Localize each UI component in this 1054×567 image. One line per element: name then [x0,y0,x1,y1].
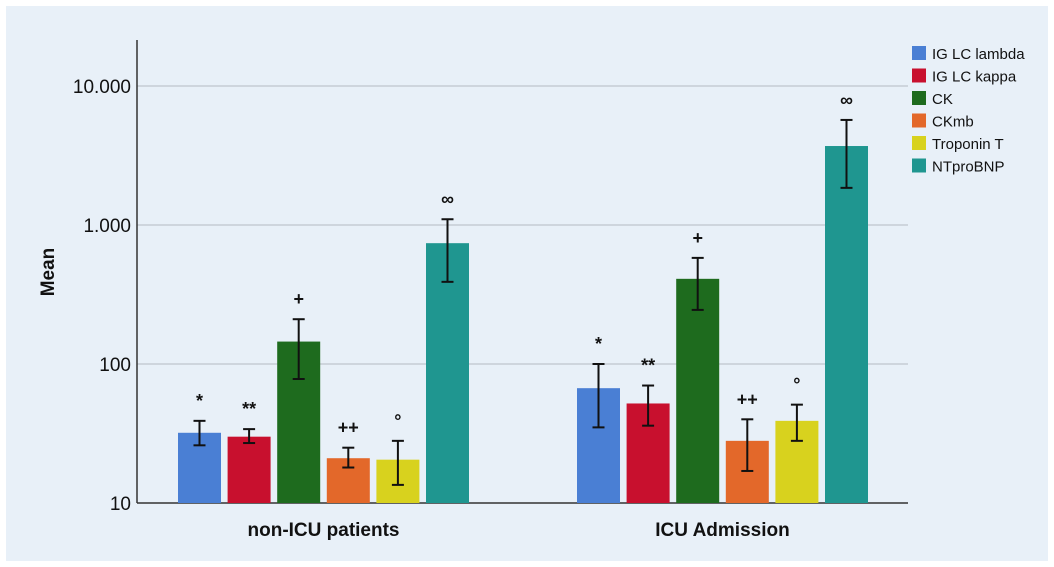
significance-mark: + [692,228,703,248]
y-tick-labels: 10 100 1.000 10.000 [73,77,131,515]
legend-swatch [912,91,926,105]
y-axis-label: Mean [38,248,59,297]
significance-mark: ++ [737,389,758,409]
error-bars [193,118,853,486]
legend-swatch [912,113,926,128]
x-category-label: non-ICU patients [248,520,400,541]
x-category-labels: non-ICU patients ICU Admission [248,520,790,541]
legend-label: IG LC kappa [932,69,1017,86]
bar [825,146,868,503]
legend-swatch [912,136,926,150]
legend-swatch [912,68,926,83]
legend-label: NTproBNP [932,159,1005,176]
bar [227,436,271,503]
significance-mark: + [293,289,304,309]
bar [426,243,469,503]
x-category-label: ICU Admission [655,520,789,541]
legend-swatch [912,46,926,60]
significance-mark: ° [394,411,401,431]
significance-mark: * [196,391,203,411]
y-tick-label: 10.000 [73,77,131,98]
bar-series [178,146,868,503]
significance-mark: * [595,334,602,354]
significance-mark: ∞ [840,90,853,110]
legend: IG LC lambda IG LC kappa CK CKmb Troponin T N… [912,46,1025,176]
legend-label: CKmb [932,114,974,131]
significance-mark: ∞ [441,189,454,209]
y-tick-label: 10 [110,494,131,515]
legend-label: IG LC lambda [932,46,1025,63]
legend-label: Troponin T [932,136,1004,153]
significance-mark: ** [641,356,655,376]
y-tick-label: 100 [99,355,131,376]
significance-mark: ++ [338,418,359,438]
y-tick-label: 1.000 [83,216,131,237]
legend-label: CK [932,91,953,108]
legend-swatch [912,158,926,173]
significance-mark: ** [242,399,256,419]
significance-mark: ° [793,375,800,395]
bar [676,278,720,503]
significance-annotations: * **+++ °∞***+++°∞ [196,90,853,438]
